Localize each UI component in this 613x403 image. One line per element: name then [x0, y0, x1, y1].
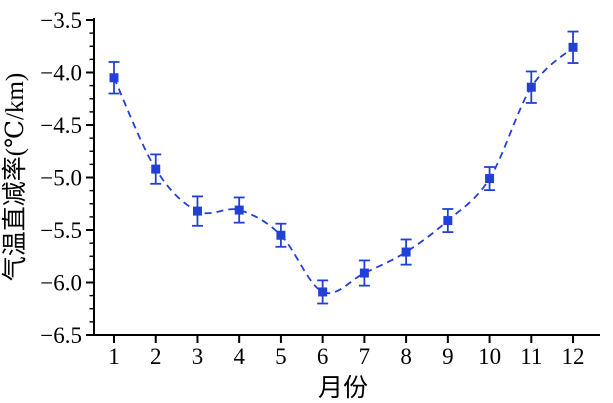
series-line: [113, 46, 574, 295]
x-tick-label: 12: [562, 344, 585, 369]
y-tick-label: −4.5: [40, 113, 82, 138]
x-tick-label: 8: [400, 344, 412, 369]
y-tick-label: −3.5: [40, 8, 82, 33]
y-tick-label: −4.0: [40, 61, 82, 86]
data-point-marker: [192, 206, 202, 216]
data-point-marker: [234, 205, 244, 215]
data-point-marker: [151, 164, 161, 174]
x-tick-label: 1: [108, 344, 120, 369]
plot-area: −3.5−4.0−4.5−5.0−5.5−6.0−6.51 2 3 4 5 6 7 8 9 10 1…: [40, 8, 600, 369]
x-tick-label: 7: [359, 344, 371, 369]
x-tick-label: 6: [317, 344, 329, 369]
y-tick-label: −6.5: [40, 323, 82, 348]
x-tick-label: 10: [478, 344, 501, 369]
data-point-marker: [318, 287, 328, 297]
y-tick-label: −5.5: [40, 218, 82, 243]
data-point-marker: [443, 216, 453, 226]
x-tick-label: 2: [150, 344, 162, 369]
x-tick-label: 11: [520, 344, 542, 369]
data-point-marker: [109, 73, 119, 83]
x-axis-title: 月份: [318, 374, 368, 402]
x-tick-label: 9: [442, 344, 454, 369]
data-point-marker: [401, 247, 411, 257]
data-point-marker: [568, 42, 578, 52]
data-point-marker: [485, 174, 495, 184]
y-tick-label: −6.0: [40, 271, 82, 296]
data-point-marker: [276, 230, 286, 240]
y-axis-title: 气温直减率(℃/km): [1, 73, 29, 282]
x-tick-label: 3: [192, 344, 204, 369]
x-tick-label: 4: [233, 344, 245, 369]
data-point-marker: [359, 268, 369, 278]
x-tick-label: 5: [275, 344, 287, 369]
data-point-marker: [526, 82, 536, 92]
y-tick-label: −5.0: [40, 166, 82, 191]
